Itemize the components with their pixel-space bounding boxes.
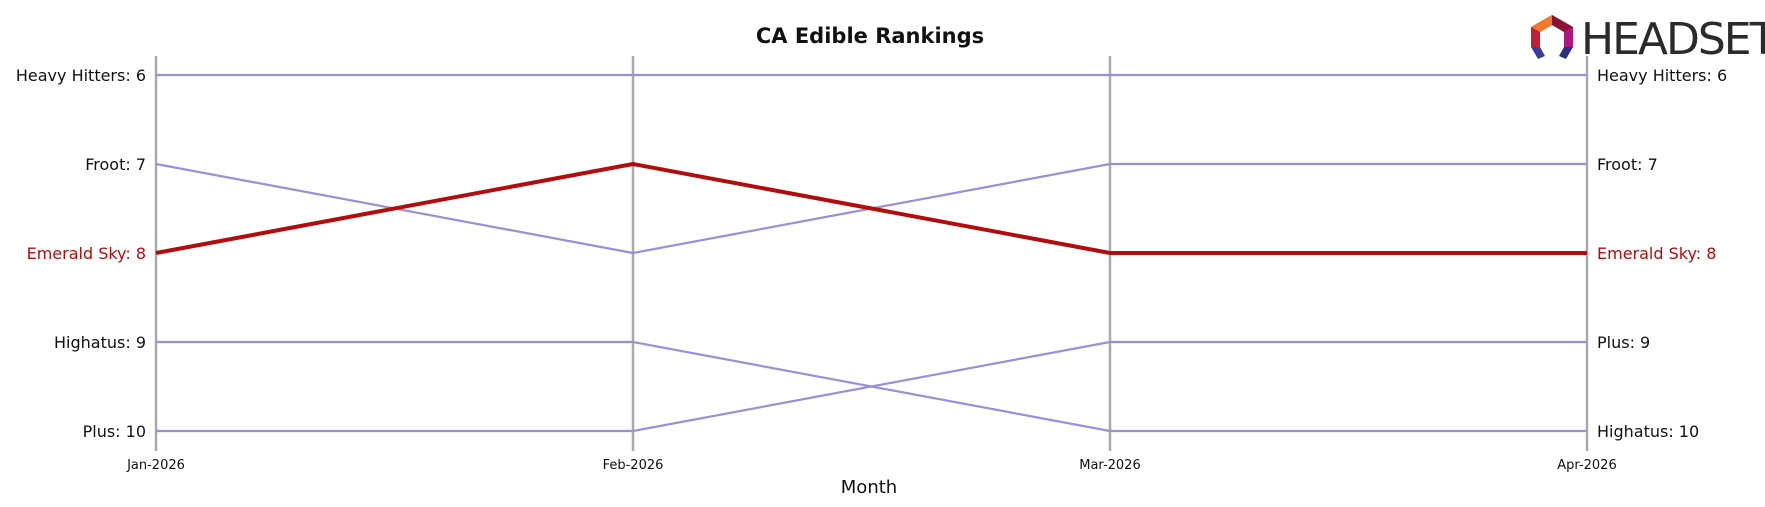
x-tick-label: Feb-2026 <box>603 458 664 473</box>
left-rank-label: Froot: 7 <box>85 155 146 174</box>
labels-layer: Heavy Hitters: 6 Froot: 7 Emerald Sky: 8 Hi… <box>16 66 1727 441</box>
chart-title: CA Edible Rankings <box>756 24 984 48</box>
x-tick-label: Mar-2026 <box>1079 458 1140 473</box>
right-rank-label: Froot: 7 <box>1597 155 1658 174</box>
left-rank-label: Plus: 10 <box>83 422 146 441</box>
series-line-plus <box>156 340 1587 433</box>
left-rank-label: Highatus: 9 <box>54 333 146 352</box>
headset-logo-text: HEADSET <box>1581 14 1765 65</box>
left-rank-label: Heavy Hitters: 6 <box>16 66 146 85</box>
right-rank-label: Emerald Sky: 8 <box>1597 244 1716 263</box>
x-tick-label: Apr-2026 <box>1557 458 1616 473</box>
x-tick-label: Jan-2026 <box>126 458 185 473</box>
headset-logo-icon <box>1531 15 1573 59</box>
series-layer <box>155 73 1587 433</box>
x-axis-label: Month <box>841 477 897 498</box>
right-rank-label: Plus: 9 <box>1597 333 1650 352</box>
x-ticks-layer: Jan-2026 Feb-2026 Mar-2026 Apr-2026 <box>126 458 1617 473</box>
series-line-emerald-sky <box>155 162 1587 255</box>
headset-logo: HEADSET <box>1531 14 1765 65</box>
right-rank-label: Heavy Hitters: 6 <box>1597 66 1727 85</box>
left-rank-label: Emerald Sky: 8 <box>27 244 146 263</box>
right-rank-label: Highatus: 10 <box>1597 422 1699 441</box>
